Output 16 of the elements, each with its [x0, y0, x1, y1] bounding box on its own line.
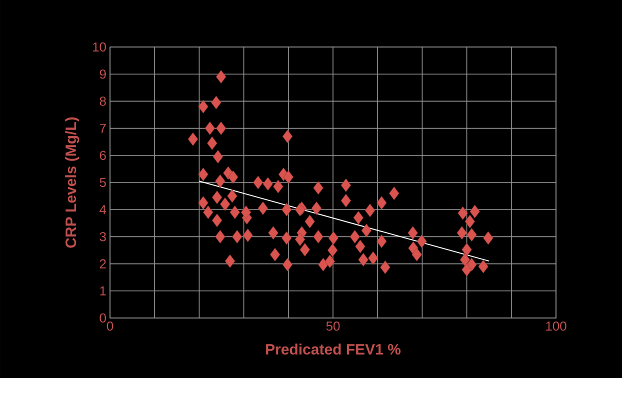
x-tick-label: 100	[546, 322, 566, 331]
y-tick-label: 7	[100, 124, 106, 133]
y-tick-label: 4	[100, 205, 106, 214]
y-tick-label: 8	[100, 96, 106, 106]
x-tick-label: 50	[326, 322, 340, 331]
x-axis-title: Predicated FEV1 %	[266, 344, 401, 355]
y-tick-label: 5	[100, 178, 106, 188]
y-axis-title: CRP Levels (Mg/L)	[65, 117, 80, 248]
y-tick-label: 6	[100, 150, 106, 160]
y-tick-label: 2	[100, 259, 106, 268]
y-tick-label: 9	[100, 69, 106, 79]
x-tick-label: 0	[106, 322, 114, 331]
y-tick-label: 0	[100, 313, 106, 323]
y-tick-label: 3	[100, 232, 106, 242]
y-tick-label: 1	[100, 286, 106, 296]
y-tick-label: 10	[93, 42, 106, 52]
